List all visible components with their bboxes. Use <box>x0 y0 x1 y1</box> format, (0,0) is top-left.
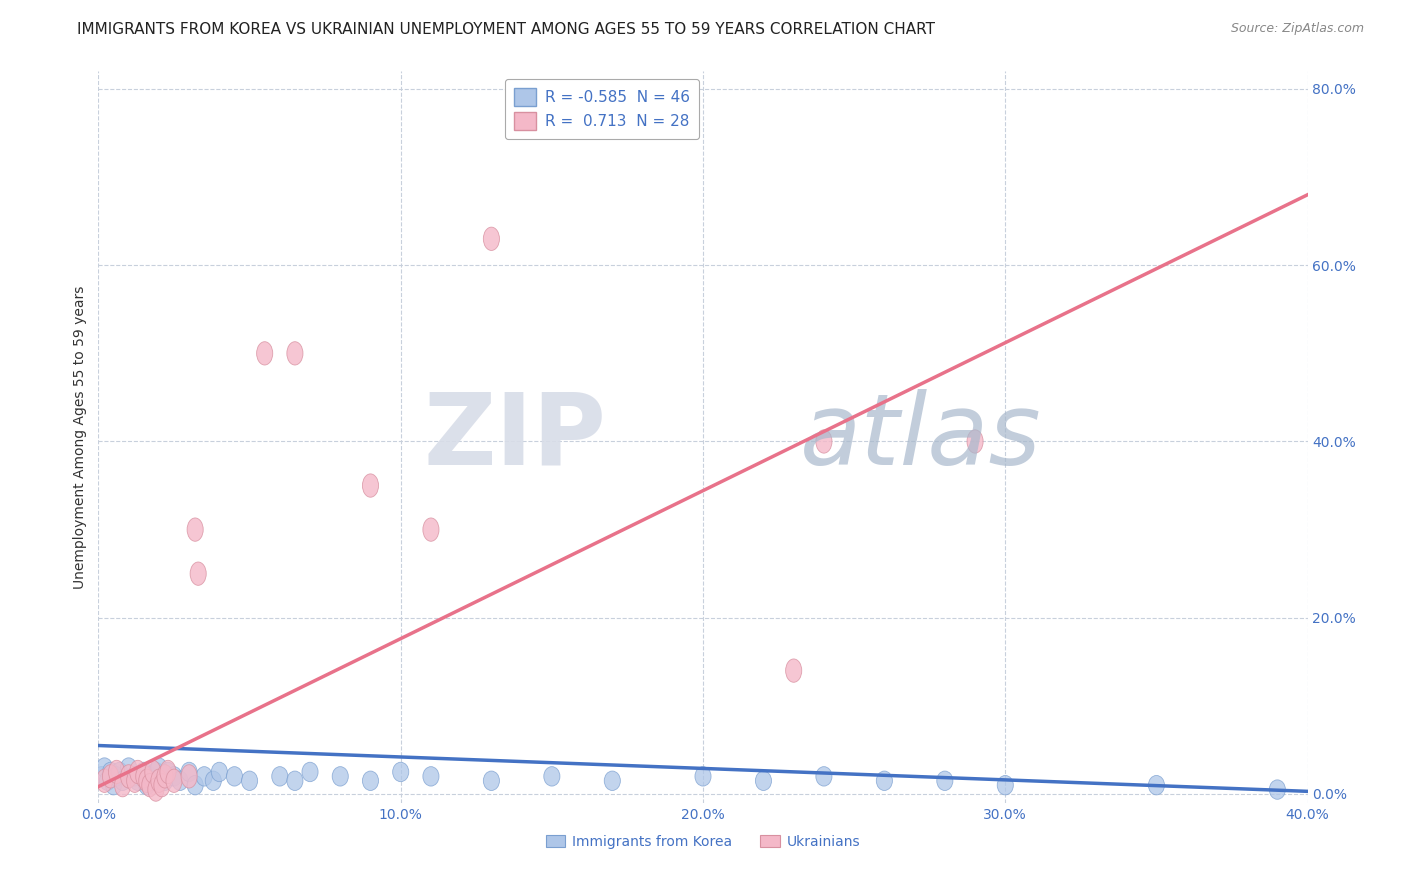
Text: Source: ZipAtlas.com: Source: ZipAtlas.com <box>1230 22 1364 36</box>
Ellipse shape <box>484 227 499 251</box>
Ellipse shape <box>423 766 439 786</box>
Ellipse shape <box>211 763 228 781</box>
Ellipse shape <box>127 769 143 792</box>
Ellipse shape <box>166 769 181 792</box>
Ellipse shape <box>695 766 711 786</box>
Ellipse shape <box>97 758 112 777</box>
Ellipse shape <box>148 763 165 781</box>
Ellipse shape <box>142 773 157 797</box>
Ellipse shape <box>160 760 176 783</box>
Ellipse shape <box>114 773 131 797</box>
Ellipse shape <box>302 763 318 781</box>
Ellipse shape <box>187 518 204 541</box>
Ellipse shape <box>363 771 378 790</box>
Ellipse shape <box>114 771 131 790</box>
Ellipse shape <box>160 763 176 781</box>
Ellipse shape <box>166 766 181 786</box>
Ellipse shape <box>187 775 204 795</box>
Ellipse shape <box>129 760 146 783</box>
Ellipse shape <box>605 771 620 790</box>
Ellipse shape <box>148 778 165 801</box>
Ellipse shape <box>139 775 155 795</box>
Ellipse shape <box>205 771 221 790</box>
Ellipse shape <box>108 766 125 786</box>
Text: IMMIGRANTS FROM KOREA VS UKRAINIAN UNEMPLOYMENT AMONG AGES 55 TO 59 YEARS CORREL: IMMIGRANTS FROM KOREA VS UKRAINIAN UNEMP… <box>77 22 935 37</box>
Ellipse shape <box>1270 780 1285 799</box>
Ellipse shape <box>363 474 378 497</box>
Ellipse shape <box>103 764 118 788</box>
Ellipse shape <box>544 766 560 786</box>
Ellipse shape <box>172 771 188 790</box>
Ellipse shape <box>392 763 409 781</box>
Ellipse shape <box>142 766 157 786</box>
Ellipse shape <box>108 760 125 783</box>
Ellipse shape <box>127 766 143 786</box>
Ellipse shape <box>150 758 167 777</box>
Ellipse shape <box>181 763 197 781</box>
Ellipse shape <box>93 766 110 786</box>
Ellipse shape <box>967 430 983 453</box>
Ellipse shape <box>103 763 118 781</box>
Ellipse shape <box>145 760 160 783</box>
Ellipse shape <box>271 766 288 786</box>
Ellipse shape <box>97 769 112 792</box>
Ellipse shape <box>815 430 832 453</box>
Y-axis label: Unemployment Among Ages 55 to 59 years: Unemployment Among Ages 55 to 59 years <box>73 285 87 589</box>
Ellipse shape <box>145 771 160 790</box>
Ellipse shape <box>105 775 121 795</box>
Ellipse shape <box>121 758 136 777</box>
Ellipse shape <box>815 766 832 786</box>
Ellipse shape <box>121 764 136 788</box>
Ellipse shape <box>997 775 1014 795</box>
Ellipse shape <box>139 769 155 792</box>
Ellipse shape <box>484 771 499 790</box>
Ellipse shape <box>786 659 801 682</box>
Ellipse shape <box>157 764 173 788</box>
Ellipse shape <box>150 769 167 792</box>
Ellipse shape <box>111 763 128 781</box>
Ellipse shape <box>332 766 349 786</box>
Ellipse shape <box>755 771 772 790</box>
Ellipse shape <box>876 771 893 790</box>
Ellipse shape <box>287 342 302 365</box>
Ellipse shape <box>287 771 302 790</box>
Ellipse shape <box>129 771 146 790</box>
Ellipse shape <box>242 771 257 790</box>
Ellipse shape <box>157 771 173 790</box>
Ellipse shape <box>181 764 197 788</box>
Ellipse shape <box>936 771 953 790</box>
Ellipse shape <box>153 773 170 797</box>
Ellipse shape <box>1149 775 1164 795</box>
Text: ZIP: ZIP <box>423 389 606 485</box>
Ellipse shape <box>257 342 273 365</box>
Ellipse shape <box>136 764 152 788</box>
Ellipse shape <box>423 518 439 541</box>
Ellipse shape <box>226 766 242 786</box>
Legend: Immigrants from Korea, Ukrainians: Immigrants from Korea, Ukrainians <box>540 830 866 855</box>
Ellipse shape <box>136 763 152 781</box>
Text: atlas: atlas <box>800 389 1042 485</box>
Ellipse shape <box>100 771 115 790</box>
Ellipse shape <box>197 766 212 786</box>
Ellipse shape <box>190 562 207 585</box>
